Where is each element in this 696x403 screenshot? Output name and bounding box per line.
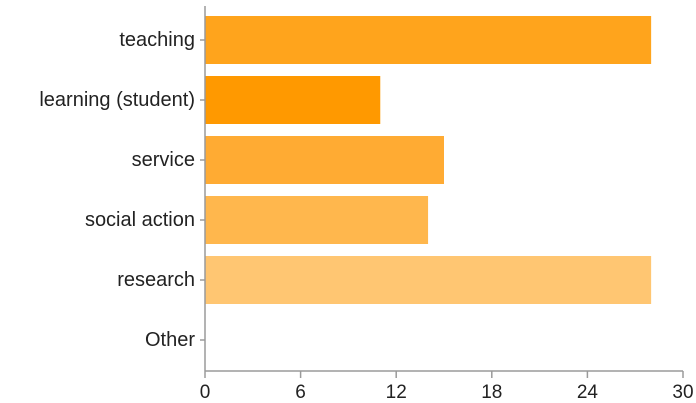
bar-research [205,256,652,304]
bar-learning-student [205,76,381,124]
category-label: learning (student) [39,89,195,111]
x-tick-label: 0 [200,382,211,403]
bar-teaching [205,16,652,64]
x-tick-label: 30 [672,382,693,403]
category-label: social action [85,209,195,231]
x-axis: 0 6 12 18 24 30 [200,39,694,403]
bar-social-action [205,196,429,244]
category-label: Other [145,329,195,351]
bars-group [205,16,652,304]
bar-service [205,136,444,184]
x-tick-label: 12 [386,382,407,403]
category-label: research [117,269,195,291]
category-label: service [132,149,195,171]
x-tick-label: 18 [481,382,502,403]
category-labels: teaching learning (student) service social … [39,29,195,351]
x-tick-label: 6 [295,382,306,403]
category-label: teaching [119,29,195,51]
x-tick-label: 24 [577,382,599,403]
